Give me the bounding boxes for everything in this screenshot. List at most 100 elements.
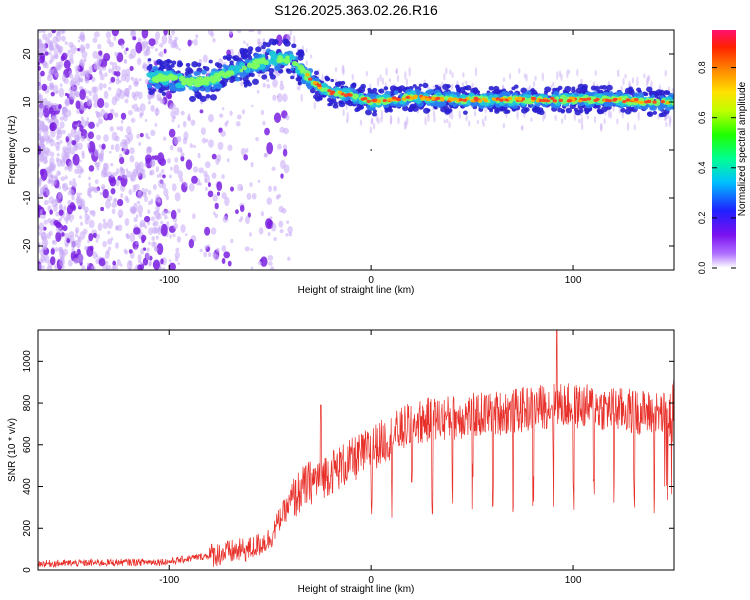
spectrogram-ridge-dot (297, 51, 305, 58)
spectrogram-noise-dot (180, 155, 185, 162)
spectrogram-noise-dot (129, 155, 135, 163)
spectrogram-noise-dot (246, 192, 252, 200)
spectrogram-faint-dot (309, 54, 313, 59)
spectrogram-faint-dot (334, 66, 338, 73)
snr-y-tick-label: 200 (22, 519, 33, 536)
spectrogram-noise-dot (49, 209, 53, 215)
spectrogram-noise-dot (39, 192, 44, 199)
spectrogram-noise-dot (102, 240, 107, 248)
spectrogram-faint-dot (530, 117, 533, 122)
spectrogram-noise-dot (264, 152, 269, 158)
spectrogram-noise-dot (162, 267, 166, 270)
spectrogram-noise-dot (126, 260, 133, 270)
spectrogram-noise-dot (44, 135, 50, 142)
spectrogram-noise-dot (226, 158, 230, 163)
spectrogram-noise-dot (133, 267, 138, 270)
spectrogram-noise-dot (74, 145, 79, 152)
snr-y-tick-label: 800 (22, 394, 33, 411)
spectrogram-core-dot (371, 98, 376, 103)
spectrogram-ridge-dot (584, 110, 590, 115)
spectrogram-noise-dot (279, 228, 284, 234)
spectrogram-noise-dot (143, 215, 151, 223)
spectrogram-noise-dot (180, 152, 185, 158)
spectrogram-ridge-dot (201, 69, 207, 75)
spectrogram-core-dot (470, 99, 475, 103)
spectrogram-ridge-dot (152, 88, 157, 92)
spectrogram-faint-dot (380, 116, 383, 123)
spectrogram-ridge-dot (324, 76, 330, 82)
spectrogram-noise-dot (39, 136, 46, 145)
spectrogram-noise-dot (173, 223, 179, 230)
spectrogram-noise-dot (236, 114, 242, 120)
spectrogram-noise-dot (170, 42, 176, 49)
spectrogram-ridge-dot (367, 87, 372, 92)
spectrogram-faint-dot (443, 119, 447, 124)
spectrogram-noise-dot (39, 209, 43, 215)
spectrogram-noise-dot (162, 136, 167, 141)
spectrogram-noise-dot (77, 165, 83, 175)
spectrogram-noise-dot (92, 50, 99, 59)
spectrogram-noise-dot (104, 260, 109, 265)
spectrogram-noise-dot (40, 254, 44, 262)
spectrogram-noise-dot (70, 128, 77, 138)
spectrogram-noise-dot (64, 100, 70, 107)
spectrogram-ridge-dot (422, 82, 429, 89)
spectrogram-core-dot (481, 97, 487, 101)
spectrogram-noise-dot (110, 76, 116, 83)
spectrogram-noise-dot (199, 109, 204, 114)
spectrogram-noise-dot (266, 83, 271, 89)
spectrogram-noise-dot (265, 218, 273, 230)
spectrogram-core-dot (531, 96, 537, 101)
spectrogram-noise-dot (79, 159, 82, 163)
spectrogram-ridge-dot (188, 85, 194, 90)
spectrogram-noise-dot (74, 251, 78, 255)
spectrogram-noise-dot (38, 118, 41, 124)
spectrogram-ridge-dot (236, 66, 242, 70)
spectrogram-noise-dot (161, 34, 168, 45)
spectrogram-noise-dot (50, 151, 55, 158)
colorbar-label: Normalized spectral amplitude (737, 81, 748, 216)
spectrogram-faint-dot (520, 126, 524, 131)
spectrogram-noise-dot (115, 178, 120, 187)
spectrogram-noise-dot (169, 234, 172, 239)
spectrogram-noise-dot (39, 103, 45, 112)
spectrogram-ridge-dot (290, 67, 295, 71)
spectrogram-ridge-dot (405, 102, 409, 106)
spectrogram-faint-dot (395, 67, 399, 75)
spectrogram-noise-dot (86, 262, 90, 267)
spectrogram-noise-dot (273, 236, 277, 241)
spectrogram-noise-dot (195, 34, 199, 39)
spectrogram-noise-dot (104, 102, 109, 109)
spectrogram-noise-dot (237, 30, 242, 34)
spectrogram-noise-dot (58, 209, 64, 216)
spectrogram-noise-dot (168, 34, 173, 41)
spectrogram-noise-dot (137, 57, 142, 66)
spectrogram-noise-dot (113, 171, 119, 177)
spectrogram-ridge-dot (181, 78, 189, 85)
spectrogram-noise-dot (58, 247, 63, 252)
spectrogram-ridge-dot (426, 108, 431, 112)
spectrogram-y-tick-label: 10 (22, 96, 33, 108)
spectrogram-faint-dot (664, 69, 667, 77)
spectrogram-noise-dot (120, 74, 127, 82)
snr-x-tick-label: -100 (159, 575, 179, 586)
spectrogram-ridge-dot (393, 90, 399, 95)
spectrogram-noise-dot (257, 179, 261, 183)
spectrogram-noise-dot (116, 77, 120, 81)
spectrogram-noise-dot (96, 134, 101, 141)
spectrogram-noise-dot (230, 186, 234, 192)
spectrogram-ridge-dot (270, 55, 277, 62)
spectrogram-noise-dot (89, 245, 94, 252)
spectrogram-core-dot (312, 81, 318, 85)
spectrogram-noise-dot (124, 60, 128, 64)
spectrogram-noise-dot (237, 183, 244, 192)
spectrogram-faint-dot (518, 67, 521, 74)
spectrogram-noise-dot (137, 37, 142, 43)
spectrogram-core-dot (473, 96, 479, 100)
spectrogram-noise-dot (114, 112, 119, 118)
spectrogram-noise-dot (132, 36, 137, 41)
spectrogram-noise-dot (38, 231, 42, 236)
spectrogram-noise-dot (141, 234, 147, 242)
spectrogram-noise-dot (264, 127, 270, 136)
spectrogram-noise-dot (262, 83, 266, 88)
